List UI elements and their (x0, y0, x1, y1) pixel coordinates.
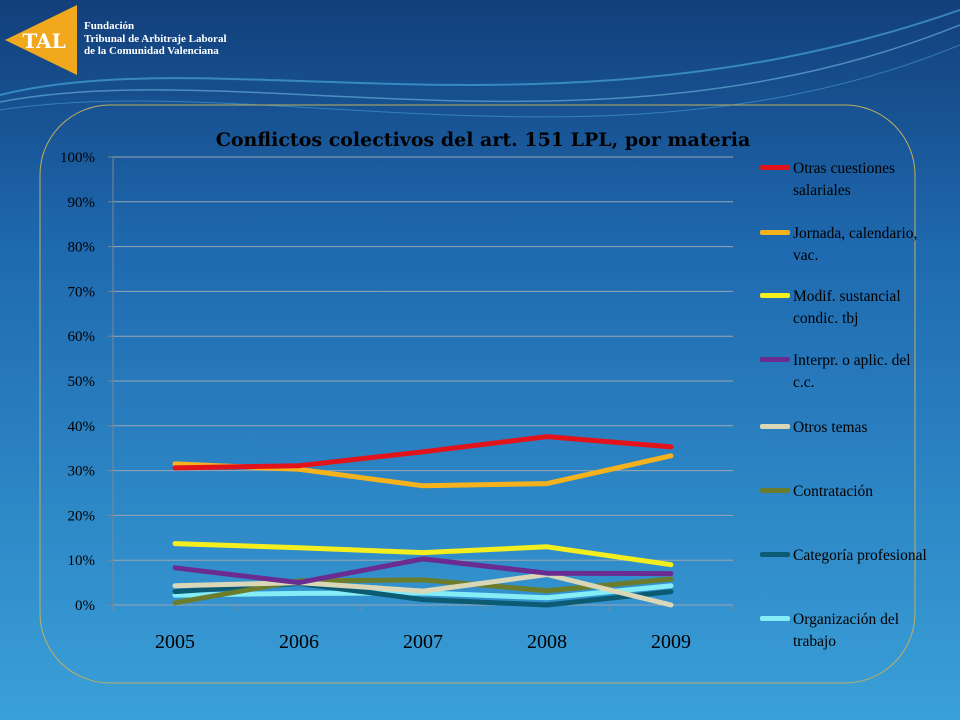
legend-label: Contratación (793, 483, 874, 500)
legend-swatch (760, 230, 790, 235)
y-tick-label: 80% (68, 240, 96, 256)
series-line (172, 556, 674, 586)
y-tick-label: 100% (60, 150, 95, 166)
legend-item: Jornada, calendario, vac. (760, 223, 930, 267)
y-tick-label: 30% (68, 464, 96, 480)
legend-swatch (760, 616, 790, 621)
legend-label: Interpr. o aplic. del c.c. (793, 352, 911, 391)
y-tick-label: 70% (68, 284, 96, 300)
logo-text: TAL (22, 29, 65, 53)
y-tick-label: 90% (68, 195, 96, 211)
x-axis-ticks: 2005 2006 2007 2008 2009 (155, 631, 691, 653)
series-line (172, 541, 674, 568)
x-tick-label: 2007 (403, 631, 443, 653)
y-tick-label: 20% (68, 508, 96, 524)
series-line (172, 434, 674, 471)
legend-swatch (760, 357, 790, 362)
legend-label: Otros temas (793, 419, 868, 436)
y-tick-label: 50% (68, 374, 96, 390)
x-tick-label: 2009 (651, 631, 691, 653)
y-tick-label: 0% (75, 598, 95, 614)
legend-label: Categoría profesional (793, 547, 927, 564)
y-tick-label: 40% (68, 419, 96, 435)
legend-label: Otras cuestiones salariales (793, 160, 896, 199)
y-axis-ticks: 0% 10% 20% 30% 40% 50% 60% 70% 80% 90% 100% (60, 150, 95, 614)
legend-item: Categoría profesional (760, 545, 930, 567)
org-line-3: de la Comunidad Valenciana (84, 45, 219, 57)
legend-swatch (760, 552, 790, 557)
legend-item: Contratación (760, 481, 930, 503)
legend-item: Modif. sustancial condic. tbj (760, 286, 930, 330)
legend-swatch (760, 293, 790, 298)
chart-title: Conflictos colectivos del art. 151 LPL, … (216, 129, 751, 151)
org-line-2: Tribunal de Arbitraje Laboral (84, 32, 227, 45)
organization-name: Fundación Tribunal de Arbitraje Laboral … (84, 20, 227, 58)
legend-label: Jornada, calendario, vac. (793, 225, 918, 264)
legend-swatch (760, 424, 790, 429)
legend-item: Otros temas (760, 417, 930, 439)
legend-label: Modif. sustancial condic. tbj (793, 288, 901, 327)
org-line-1: Fundación (84, 20, 135, 32)
legend-item: Interpr. o aplic. del c.c. (760, 350, 930, 394)
legend-label: Organización del trabajo (793, 611, 900, 650)
x-tick-label: 2008 (527, 631, 567, 653)
legend-swatch (760, 165, 790, 170)
logo-icon: TAL (5, 5, 77, 75)
y-tick-label: 60% (68, 329, 96, 345)
y-tick-label: 10% (68, 553, 96, 569)
legend-item: Otras cuestiones salariales (760, 158, 930, 202)
series-line (172, 572, 674, 608)
legend-swatch (760, 488, 790, 493)
x-tick-label: 2006 (279, 631, 319, 653)
chart-panel-border (39, 104, 916, 684)
chart-series (172, 434, 674, 608)
x-tick-label: 2005 (155, 631, 195, 653)
legend-item: Organización del trabajo (760, 609, 930, 653)
chart-grid (108, 156, 734, 611)
